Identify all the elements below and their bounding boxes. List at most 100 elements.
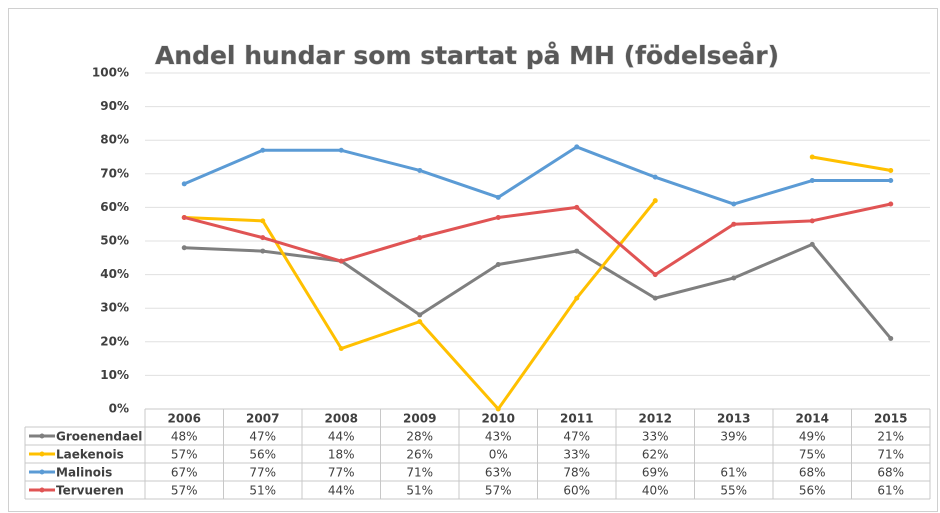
- point: [888, 178, 894, 184]
- table-value: 63%: [485, 466, 512, 480]
- y-tick-label: 0%: [109, 402, 129, 416]
- table-value: 51%: [249, 484, 276, 498]
- point: [574, 295, 580, 301]
- point: [574, 204, 580, 210]
- point: [652, 272, 658, 278]
- table-value: 68%: [877, 466, 904, 480]
- table-value: 57%: [171, 448, 198, 462]
- y-tick-label: 20%: [100, 334, 129, 348]
- table-value: 21%: [877, 430, 904, 444]
- point: [574, 144, 580, 150]
- table-value: 61%: [877, 484, 904, 498]
- table-value: 77%: [249, 466, 276, 480]
- table-value: 39%: [720, 430, 747, 444]
- legend-marker: [39, 469, 45, 475]
- x-tick-label: 2011: [560, 412, 593, 426]
- legend-label: Tervueren: [56, 484, 124, 498]
- series-line: [183, 202, 892, 277]
- table-value: 68%: [799, 466, 826, 480]
- legend-marker: [39, 487, 45, 493]
- table-value: 61%: [720, 466, 747, 480]
- point: [181, 181, 187, 187]
- table-value: 48%: [171, 430, 198, 444]
- legend-label: Laekenois: [56, 448, 124, 462]
- chart-frame: [8, 8, 938, 512]
- point: [809, 178, 815, 184]
- table-value: 40%: [642, 484, 669, 498]
- point: [495, 406, 501, 412]
- table-value: 49%: [799, 430, 826, 444]
- x-tick-label: 2006: [168, 412, 201, 426]
- table-value: 60%: [563, 484, 590, 498]
- x-tick-label: 2013: [717, 412, 750, 426]
- table-value: 28%: [406, 430, 433, 444]
- table-value: 56%: [249, 448, 276, 462]
- point: [888, 201, 894, 207]
- x-tick-label: 2009: [403, 412, 436, 426]
- table-value: 51%: [406, 484, 433, 498]
- point: [417, 235, 423, 241]
- point: [417, 312, 423, 318]
- point: [652, 174, 658, 180]
- point: [260, 218, 266, 224]
- table-value: 0%: [489, 448, 508, 462]
- point: [260, 147, 266, 153]
- x-tick-label: 2012: [639, 412, 672, 426]
- point: [417, 167, 423, 173]
- point: [495, 262, 501, 268]
- table-value: 47%: [563, 430, 590, 444]
- legend-label: Groenendael: [56, 430, 142, 444]
- chart-title: Andel hundar som startat på MH (födelseå…: [155, 41, 779, 70]
- series-line: [183, 145, 891, 206]
- x-tick-label: 2008: [325, 412, 358, 426]
- y-tick-label: 30%: [100, 301, 129, 315]
- point: [652, 198, 658, 204]
- point: [731, 275, 737, 281]
- series-line: [184, 242, 892, 340]
- table-value: 67%: [171, 466, 198, 480]
- point: [809, 241, 815, 247]
- y-tick-label: 40%: [100, 267, 129, 281]
- point: [888, 167, 894, 173]
- point: [652, 295, 658, 301]
- point: [338, 346, 344, 352]
- table-value: 77%: [328, 466, 355, 480]
- point: [731, 221, 737, 227]
- point: [809, 154, 815, 160]
- y-tick-label: 90%: [100, 99, 129, 113]
- table-value: 44%: [328, 484, 355, 498]
- point: [888, 335, 894, 341]
- point: [338, 147, 344, 153]
- point: [181, 245, 187, 251]
- x-tick-label: 2015: [874, 412, 907, 426]
- point: [181, 214, 187, 220]
- y-tick-label: 80%: [100, 133, 129, 147]
- table-value: 57%: [485, 484, 512, 498]
- table-value: 56%: [799, 484, 826, 498]
- point: [731, 201, 737, 207]
- table-value: 69%: [642, 466, 669, 480]
- point: [260, 248, 266, 254]
- x-tick-label: 2007: [246, 412, 279, 426]
- table-value: 71%: [877, 448, 904, 462]
- point: [338, 258, 344, 264]
- table-value: 44%: [328, 430, 355, 444]
- point: [417, 319, 423, 325]
- table-value: 43%: [485, 430, 512, 444]
- y-tick-label: 50%: [100, 234, 129, 248]
- point: [574, 248, 580, 254]
- table-value: 78%: [563, 466, 590, 480]
- table-value: 47%: [249, 430, 276, 444]
- legend-marker: [39, 451, 45, 457]
- table-value: 33%: [563, 448, 590, 462]
- point: [495, 194, 501, 200]
- point: [260, 235, 266, 241]
- table-value: 26%: [406, 448, 433, 462]
- table-value: 62%: [642, 448, 669, 462]
- y-tick-label: 60%: [100, 200, 129, 214]
- table-value: 33%: [642, 430, 669, 444]
- table-value: 57%: [171, 484, 198, 498]
- table-value: 18%: [328, 448, 355, 462]
- y-tick-label: 70%: [100, 166, 129, 180]
